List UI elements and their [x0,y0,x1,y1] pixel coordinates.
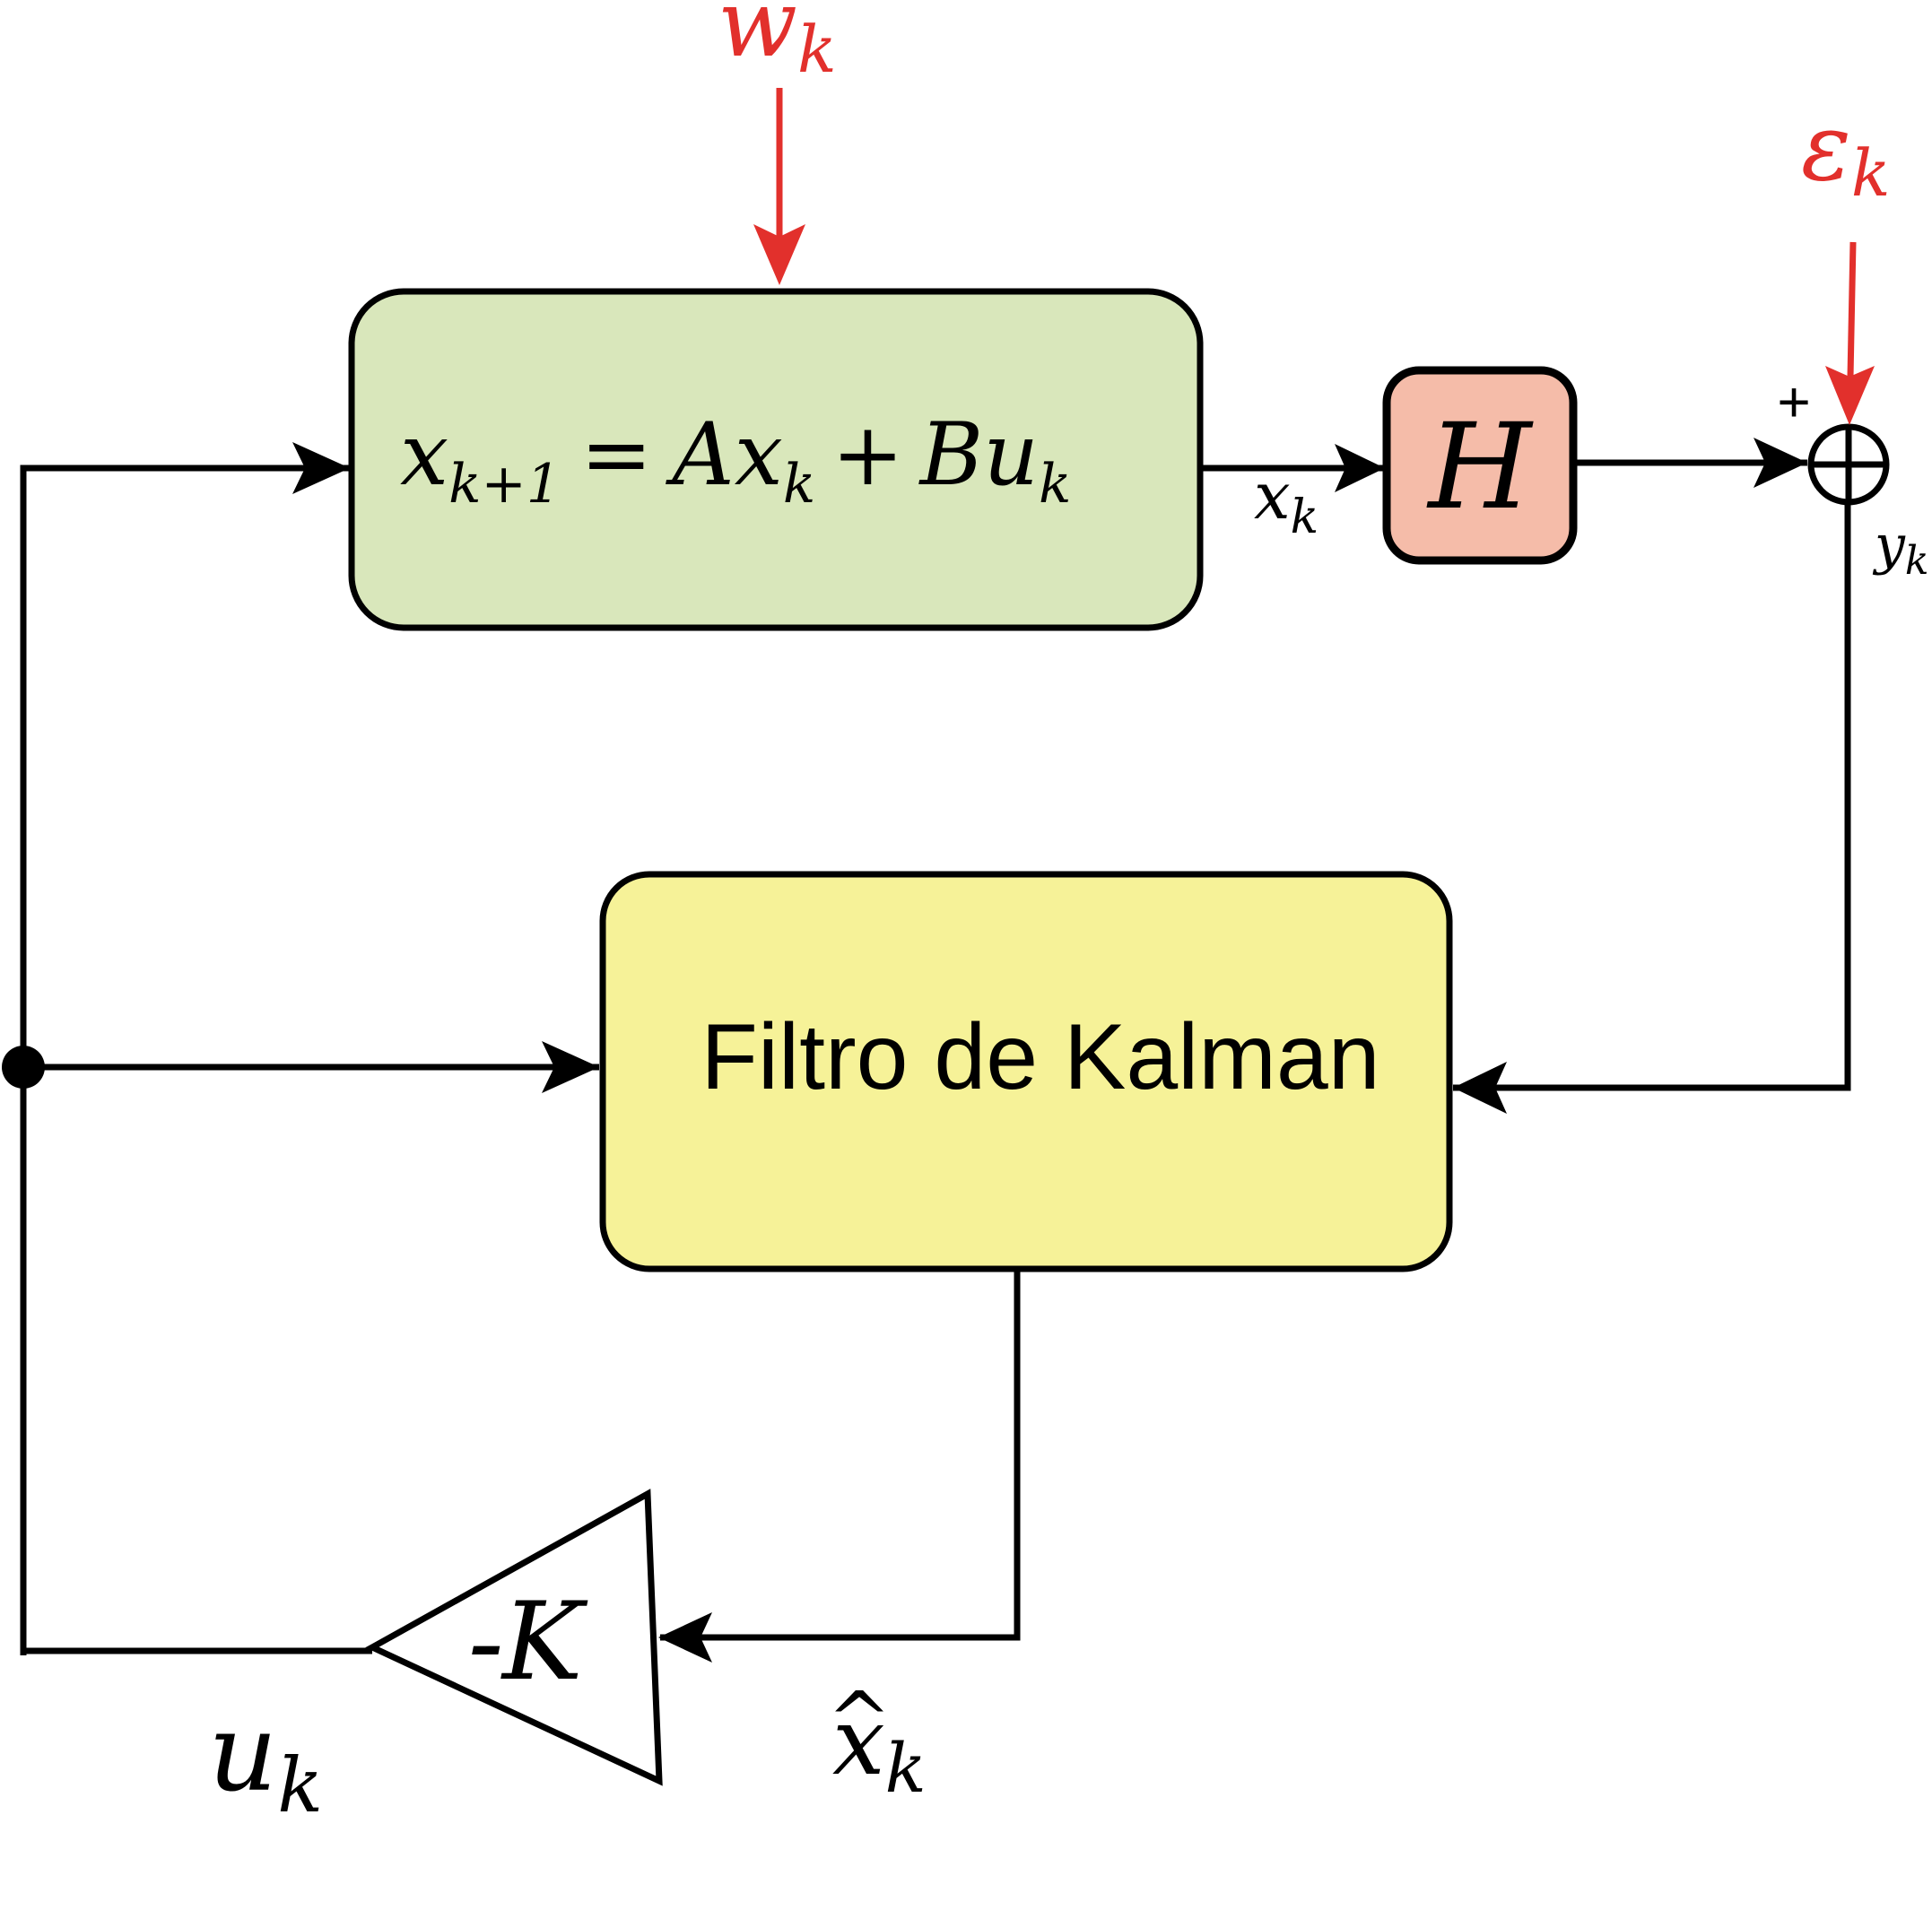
control-var: u [208,1691,277,1816]
measurement-noise-var: ε [1801,92,1851,202]
estimate-label: xk [832,1687,927,1808]
gain-block [365,1489,663,1786]
plant-equation: xk+1 = Axk + Buk [400,404,1071,516]
state-sub: k [1291,491,1319,544]
eq-term2-var: u [983,404,1039,505]
eq-equals: = [580,404,652,505]
process-noise-arrowhead [753,224,805,285]
measurement-label: yk [1872,514,1929,584]
control-sub: k [277,1741,323,1829]
eq-term1-sub: k [783,453,815,516]
gain-var: K [500,1580,588,1705]
kalman-filter-label: Filtro de Kalman [701,1005,1379,1109]
eq-term1-coef: A [665,404,734,505]
kalman-filter-block [599,871,1453,1272]
measurement-noise-arrowhead [1825,366,1875,425]
measurement-noise-arrow-shaft [1847,241,1857,378]
estimate-var: x [832,1687,885,1796]
state-label: xk [1254,458,1318,544]
gain-label: -K [466,1580,588,1705]
estimate-sub: k [885,1728,927,1808]
state-var: x [1254,458,1291,534]
eq-term2-sub: k [1039,453,1071,516]
measurement-noise-sub: k [1851,135,1891,211]
arrowhead-into-h [1335,444,1385,492]
branch-point [2,1046,45,1089]
arrowhead-into-filter [542,1041,599,1093]
eq-term2-coef: B [918,404,984,505]
process-noise-var: w [718,0,797,78]
process-noise-sub: k [797,12,837,87]
control-bus [20,465,350,1655]
measurement-noise-label: εk [1801,92,1890,211]
gain-sign: - [466,1582,502,1702]
eq-lhs-sub: k+1 [448,453,561,516]
sum-plus-sign: + [1777,369,1810,434]
output-matrix-block [1382,366,1578,565]
measurement-to-filter [1453,505,1851,1091]
arrowhead-into-plant [292,442,350,494]
plant-block [348,288,1204,631]
measurement-sub: k [1905,538,1929,584]
estimate-hat: ^ [827,1676,892,1766]
arrowhead-into-filter-right [1453,1062,1507,1114]
process-noise-label: wk [718,0,837,87]
arrowhead-into-gain [658,1612,712,1663]
estimate-to-gain [660,1271,1021,1641]
measurement-var: y [1872,514,1906,577]
eq-term1-var: x [735,404,783,505]
arrowhead-into-sum [1754,438,1807,488]
control-label: uk [208,1691,323,1829]
output-matrix-label: H [1426,398,1534,536]
eq-lhs-var: x [400,404,448,505]
eq-plus: + [831,404,903,505]
